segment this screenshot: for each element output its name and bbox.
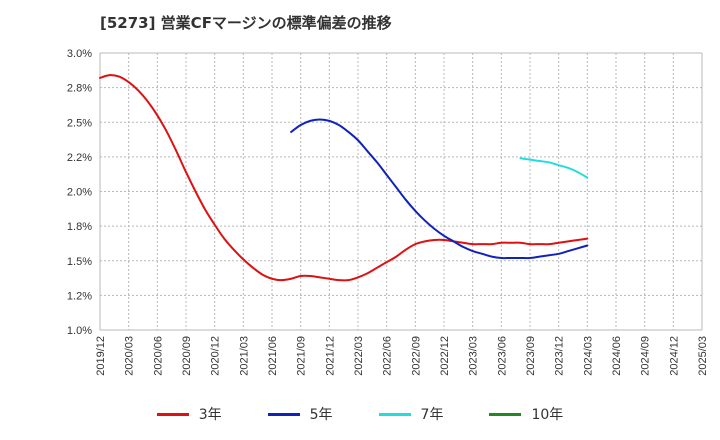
x-tick-label: 2024/12 — [668, 336, 680, 376]
x-tick-label: 2023/03 — [468, 336, 480, 376]
x-tick-label: 2023/12 — [554, 336, 566, 376]
legend-swatch-7y — [378, 412, 411, 416]
y-tick-label: 2.5% — [67, 117, 92, 129]
x-tick-label: 2019/12 — [95, 336, 107, 376]
y-tick-label: 1.8% — [67, 221, 92, 233]
chart-legend: 3年 5年 7年 10年 — [0, 404, 720, 424]
x-tick-label: 2025/03 — [697, 336, 709, 376]
chart-title: [5273] 営業CFマージンの標準偏差の推移 — [100, 14, 392, 32]
series-line-5y — [290, 118, 589, 260]
x-tick-label: 2024/06 — [611, 336, 623, 376]
x-tick-label: 2021/06 — [267, 336, 279, 376]
y-tick-label: 1.2% — [67, 290, 92, 302]
x-tick-label: 2021/09 — [296, 336, 308, 376]
legend-label-3y: 3年 — [198, 407, 222, 423]
legend-label-5y: 5年 — [309, 407, 333, 423]
x-tick-label: 2023/06 — [496, 336, 508, 376]
y-tick-label: 2.8% — [67, 83, 92, 95]
x-tick-label: 2020/09 — [181, 336, 193, 376]
x-tick-label: 2022/06 — [382, 336, 394, 376]
x-tick-label: 2022/03 — [353, 336, 365, 376]
legend-label-10y: 10年 — [531, 407, 564, 423]
x-tick-label: 2024/03 — [582, 336, 594, 376]
x-tick-label: 2020/03 — [124, 336, 136, 376]
legend-swatch-10y — [489, 412, 522, 416]
x-tick-label: 2023/09 — [525, 336, 537, 376]
x-tick-label: 2021/03 — [238, 336, 250, 376]
legend-swatch-3y — [156, 412, 189, 416]
x-tick-label: 2022/12 — [439, 336, 451, 376]
x-tick-label: 2021/12 — [324, 336, 336, 376]
legend-item-3y: 3年 — [156, 404, 222, 424]
line-chart: 1.0% 1.2% 1.5% 1.8% 2.0% 2.2% 2.5% 2.8% 3.0% 2019… — [67, 48, 709, 376]
y-tick-label: 2.0% — [67, 187, 92, 199]
legend-label-7y: 7年 — [420, 407, 444, 423]
y-tick-label: 2.2% — [67, 152, 92, 164]
x-tick-label: 2020/12 — [210, 336, 222, 376]
x-tick-label: 2024/09 — [640, 336, 652, 376]
legend-item-7y: 7年 — [378, 404, 444, 424]
legend-item-5y: 5年 — [267, 404, 333, 424]
y-tick-label: 1.5% — [67, 256, 92, 268]
legend-swatch-5y — [267, 412, 300, 416]
x-tick-label: 2020/06 — [152, 336, 164, 376]
y-tick-label: 3.0% — [67, 48, 92, 60]
x-tick-label: 2022/09 — [410, 336, 422, 376]
legend-item-10y: 10年 — [489, 404, 563, 424]
y-tick-label: 1.0% — [67, 325, 92, 337]
series-line-3y — [99, 74, 589, 282]
series-line-7y — [519, 157, 589, 179]
